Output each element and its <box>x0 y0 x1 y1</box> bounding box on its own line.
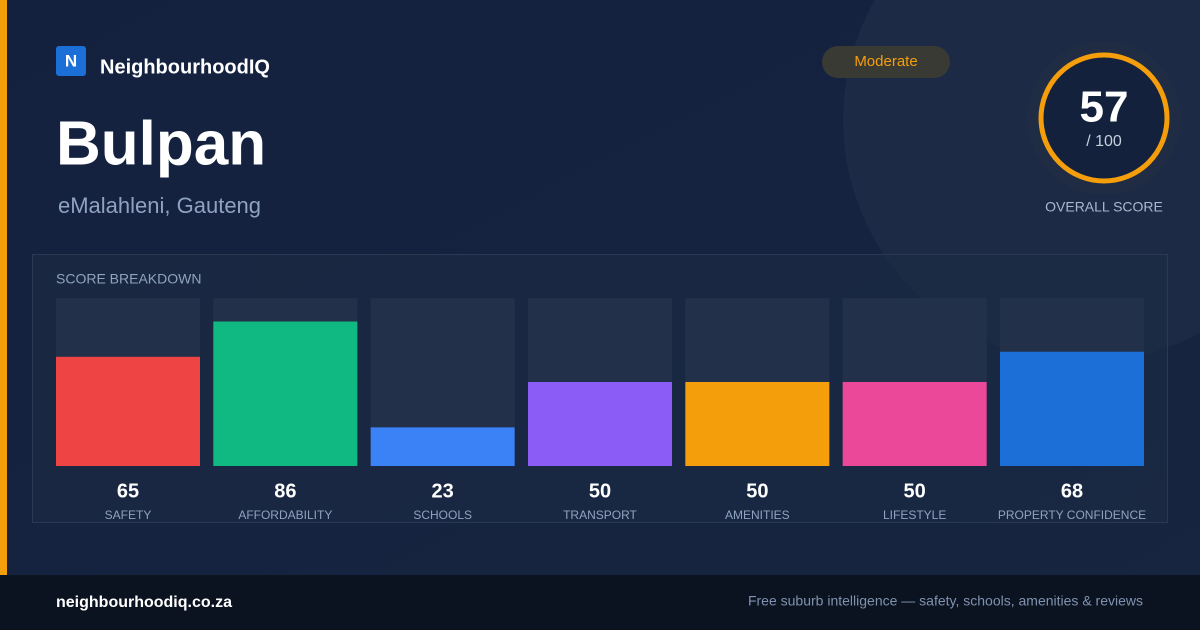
bar <box>528 382 672 466</box>
category-label: LIFESTYLE <box>883 508 946 522</box>
logo-letter: N <box>65 51 77 70</box>
footer-site: neighbourhoodiq.co.za <box>56 594 232 611</box>
bar <box>213 321 358 466</box>
value-label: 50 <box>589 480 611 502</box>
logo <box>56 46 86 76</box>
footer-tagline: Free suburb intelligence — safety, schoo… <box>748 593 1143 609</box>
category-label: PROPERTY CONFIDENCE <box>998 508 1146 522</box>
bar <box>56 356 200 466</box>
score: 57 <box>1080 83 1129 132</box>
bar <box>842 382 987 466</box>
breakdown-title: SCORE BREAKDOWN <box>56 271 201 287</box>
category-label: SAFETY <box>105 508 152 522</box>
category-label: TRANSPORT <box>563 508 637 522</box>
value-label: 50 <box>746 480 768 502</box>
bars: 65 SAFETY 86 AFFORDABILITY 23 SCHOOLS 50 TRANSP… <box>56 298 1146 522</box>
value-label: 65 <box>117 480 139 502</box>
rating-text: Moderate <box>854 53 917 70</box>
score-ring <box>1038 52 1170 184</box>
bar <box>1000 351 1144 466</box>
value-label: 86 <box>274 480 296 502</box>
category-label: SCHOOLS <box>413 508 472 522</box>
value-label: 23 <box>432 480 454 502</box>
bar <box>370 427 515 466</box>
accent-stripe <box>0 0 7 575</box>
score-max: / 100 <box>1086 133 1122 150</box>
value-label: 68 <box>1061 480 1083 502</box>
bar <box>685 382 830 466</box>
category-label: AMENITIES <box>725 508 790 522</box>
title: Bulpan <box>56 109 266 178</box>
rating-badge <box>822 46 950 78</box>
footer <box>0 575 1200 630</box>
brand: NeighbourhoodIQ <box>100 56 270 78</box>
value-label: 50 <box>904 480 926 502</box>
category-label: AFFORDABILITY <box>238 508 332 522</box>
score-label: OVERALL SCORE <box>1045 199 1163 215</box>
location: eMalahleni, Gauteng <box>58 193 261 218</box>
